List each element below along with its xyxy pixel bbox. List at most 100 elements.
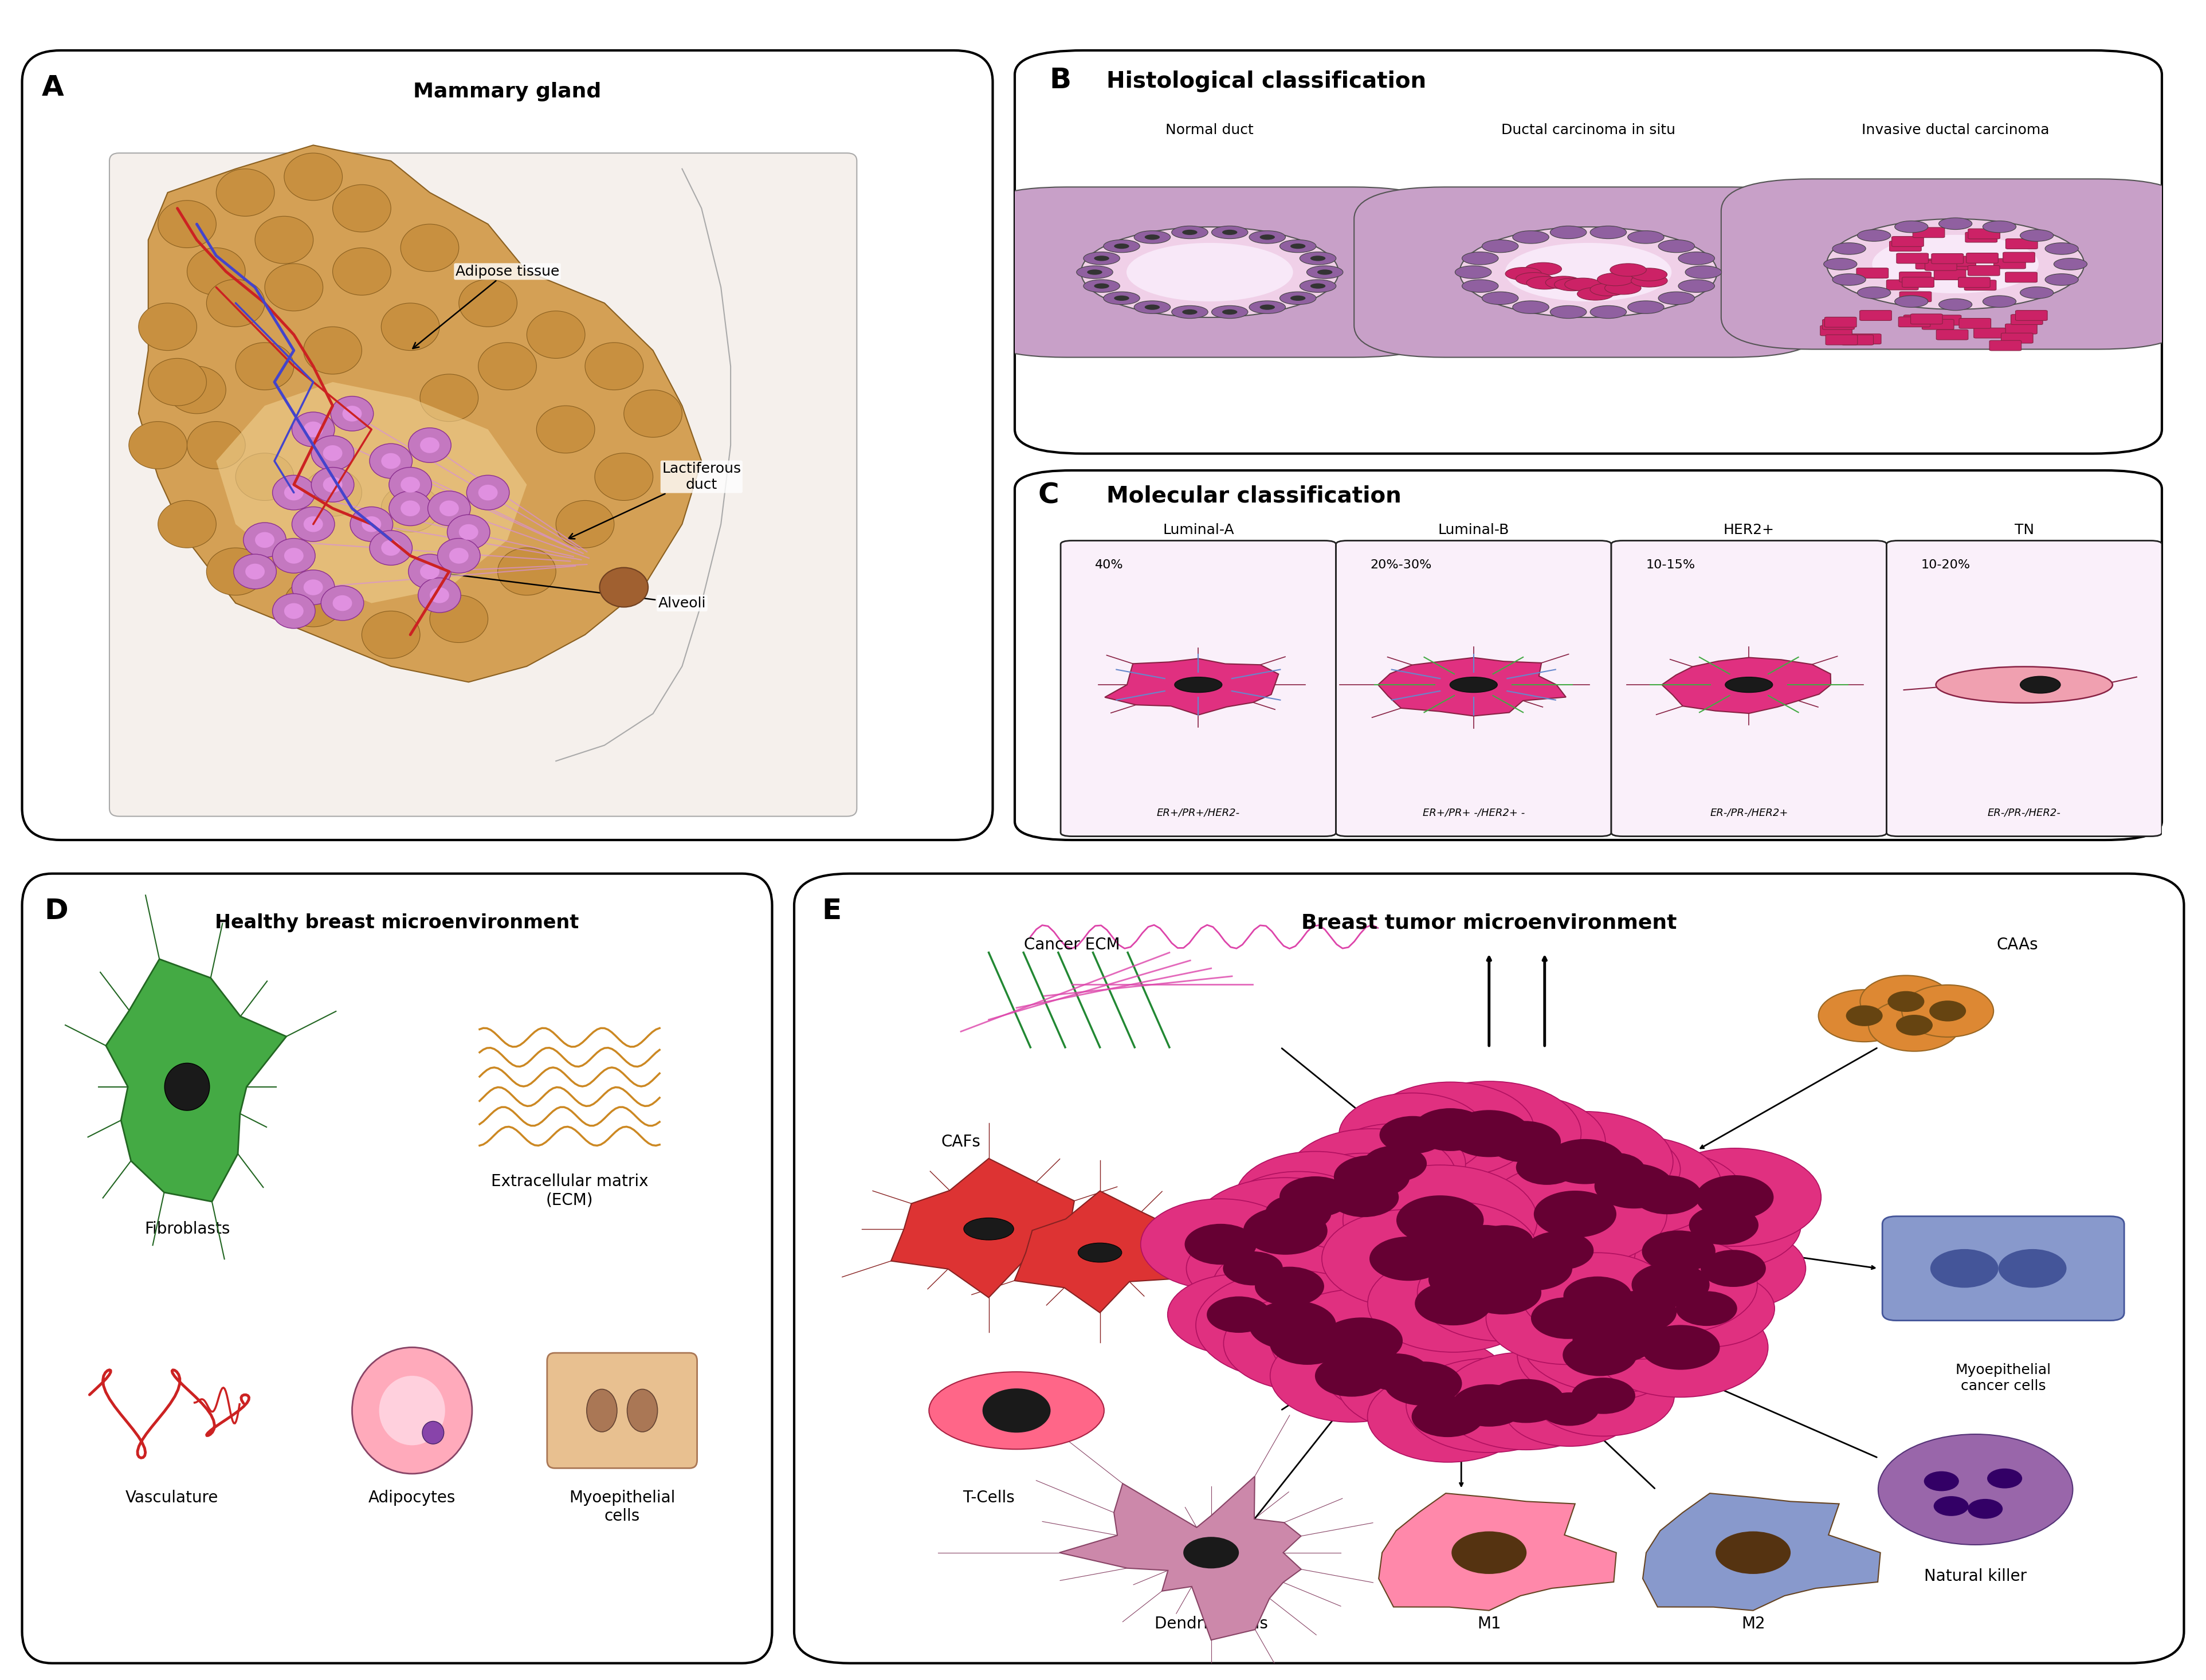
Circle shape bbox=[168, 366, 225, 413]
Circle shape bbox=[379, 1376, 446, 1445]
Circle shape bbox=[448, 514, 490, 549]
Circle shape bbox=[1299, 279, 1337, 292]
Circle shape bbox=[1857, 230, 1891, 242]
Text: Luminal-A: Luminal-A bbox=[1163, 522, 1233, 538]
Circle shape bbox=[1504, 267, 1542, 281]
Circle shape bbox=[1343, 1164, 1538, 1275]
Circle shape bbox=[304, 580, 322, 595]
Text: B: B bbox=[1050, 67, 1072, 94]
Circle shape bbox=[1696, 1176, 1774, 1220]
Circle shape bbox=[128, 422, 188, 469]
Circle shape bbox=[1632, 1263, 1710, 1307]
Circle shape bbox=[291, 570, 335, 605]
Circle shape bbox=[1573, 1315, 1657, 1364]
Circle shape bbox=[459, 524, 479, 539]
Circle shape bbox=[1134, 230, 1171, 244]
Circle shape bbox=[1141, 1200, 1302, 1290]
Circle shape bbox=[382, 302, 439, 351]
Circle shape bbox=[1182, 1537, 1240, 1569]
Circle shape bbox=[1370, 1236, 1447, 1280]
Circle shape bbox=[1452, 1384, 1527, 1426]
Text: CAFs: CAFs bbox=[942, 1134, 982, 1149]
Circle shape bbox=[1562, 1334, 1637, 1376]
Circle shape bbox=[1182, 230, 1198, 235]
Circle shape bbox=[1441, 1205, 1568, 1278]
FancyBboxPatch shape bbox=[1891, 242, 1921, 252]
Circle shape bbox=[419, 564, 439, 580]
Circle shape bbox=[1930, 1001, 1966, 1021]
Circle shape bbox=[1088, 269, 1103, 276]
Text: Alveoli: Alveoli bbox=[432, 570, 706, 610]
Circle shape bbox=[1895, 1015, 1932, 1035]
Ellipse shape bbox=[964, 1218, 1015, 1240]
Circle shape bbox=[401, 223, 459, 272]
Circle shape bbox=[1244, 1206, 1328, 1255]
Circle shape bbox=[1648, 1147, 1822, 1247]
Circle shape bbox=[1114, 296, 1129, 301]
Circle shape bbox=[1385, 1361, 1463, 1406]
Circle shape bbox=[1641, 1230, 1716, 1272]
Circle shape bbox=[450, 548, 468, 564]
Circle shape bbox=[285, 580, 342, 627]
Circle shape bbox=[1396, 1196, 1485, 1245]
Circle shape bbox=[1271, 1289, 1454, 1393]
Circle shape bbox=[1595, 1164, 1674, 1208]
Circle shape bbox=[499, 548, 556, 595]
Circle shape bbox=[1279, 240, 1317, 252]
Circle shape bbox=[1083, 252, 1121, 265]
Circle shape bbox=[1522, 1253, 1674, 1339]
Circle shape bbox=[256, 533, 274, 548]
Circle shape bbox=[1824, 259, 1857, 270]
Circle shape bbox=[342, 405, 362, 422]
Polygon shape bbox=[1059, 1477, 1302, 1640]
FancyBboxPatch shape bbox=[2016, 311, 2047, 321]
FancyBboxPatch shape bbox=[1721, 180, 2191, 349]
Circle shape bbox=[1597, 1205, 1760, 1297]
Circle shape bbox=[1516, 272, 1553, 286]
Circle shape bbox=[1145, 235, 1160, 240]
Ellipse shape bbox=[1873, 235, 2038, 294]
Circle shape bbox=[1584, 1235, 1758, 1334]
Text: TN: TN bbox=[2014, 522, 2034, 538]
FancyBboxPatch shape bbox=[1337, 541, 1610, 837]
Circle shape bbox=[1988, 1468, 2023, 1488]
Circle shape bbox=[1551, 1132, 1681, 1206]
Circle shape bbox=[1983, 220, 2016, 232]
Circle shape bbox=[188, 249, 245, 296]
Circle shape bbox=[1410, 1230, 1489, 1275]
FancyBboxPatch shape bbox=[22, 874, 772, 1663]
Circle shape bbox=[1610, 264, 1646, 276]
Circle shape bbox=[1522, 1287, 1707, 1393]
FancyBboxPatch shape bbox=[1610, 541, 1886, 837]
Circle shape bbox=[256, 217, 313, 264]
Text: Ductal carcinoma in situ: Ductal carcinoma in situ bbox=[1502, 123, 1674, 136]
Polygon shape bbox=[1379, 1494, 1617, 1611]
Circle shape bbox=[1868, 1000, 1961, 1052]
Circle shape bbox=[1628, 230, 1663, 244]
Ellipse shape bbox=[982, 1388, 1050, 1433]
Circle shape bbox=[322, 445, 342, 460]
FancyBboxPatch shape bbox=[1354, 186, 1822, 358]
Text: ER-/PR-/HER2+: ER-/PR-/HER2+ bbox=[1710, 808, 1789, 818]
Text: T-Cells: T-Cells bbox=[962, 1490, 1015, 1505]
Circle shape bbox=[1429, 1260, 1496, 1299]
Circle shape bbox=[382, 539, 401, 556]
Circle shape bbox=[1187, 1230, 1319, 1307]
Circle shape bbox=[1291, 296, 1306, 301]
FancyBboxPatch shape bbox=[1842, 334, 1873, 344]
Circle shape bbox=[311, 435, 353, 470]
Ellipse shape bbox=[1827, 218, 2085, 309]
FancyBboxPatch shape bbox=[1966, 232, 1996, 242]
Circle shape bbox=[1416, 1243, 1588, 1341]
Text: 20%-30%: 20%-30% bbox=[1370, 559, 1432, 571]
Circle shape bbox=[1591, 284, 1626, 296]
FancyBboxPatch shape bbox=[1899, 272, 1930, 282]
FancyBboxPatch shape bbox=[1937, 329, 1968, 339]
FancyBboxPatch shape bbox=[1939, 260, 1972, 270]
Text: Myoepithelial
cancer cells: Myoepithelial cancer cells bbox=[1955, 1362, 2052, 1393]
Circle shape bbox=[1604, 282, 1641, 294]
Circle shape bbox=[1690, 1205, 1758, 1245]
Circle shape bbox=[430, 595, 488, 642]
Ellipse shape bbox=[1449, 677, 1498, 692]
Circle shape bbox=[1458, 1260, 1518, 1294]
